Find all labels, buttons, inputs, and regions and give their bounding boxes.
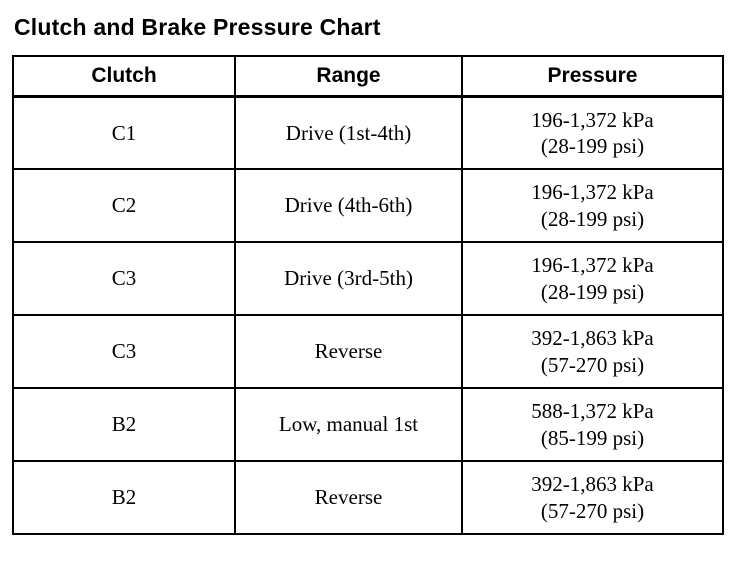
column-header-pressure: Pressure <box>461 55 724 98</box>
cell-pressure: 392-1,863 kPa (57-270 psi) <box>461 460 724 535</box>
table-row: C3 Reverse 392-1,863 kPa (57-270 psi) <box>12 314 724 389</box>
cell-clutch: C3 <box>12 241 236 316</box>
pressure-kpa: 196-1,372 kPa <box>531 107 654 132</box>
cell-range: Drive (4th-6th) <box>234 168 463 243</box>
cell-pressure: 196-1,372 kPa (28-199 psi) <box>461 168 724 243</box>
page-title: Clutch and Brake Pressure Chart <box>14 14 381 40</box>
pressure-psi: (28-199 psi) <box>540 279 645 304</box>
table-row: B2 Low, manual 1st 588-1,372 kPa (85-199… <box>12 387 724 462</box>
cell-pressure: 196-1,372 kPa (28-199 psi) <box>461 95 724 170</box>
table-row: B2 Reverse 392-1,863 kPa (57-270 psi) <box>12 460 724 535</box>
column-header-clutch: Clutch <box>12 55 236 98</box>
cell-clutch: C1 <box>12 95 236 170</box>
cell-range: Reverse <box>234 460 463 535</box>
pressure-kpa: 588-1,372 kPa <box>531 399 654 424</box>
cell-clutch: B2 <box>12 460 236 535</box>
cell-range: Reverse <box>234 314 463 389</box>
pressure-kpa: 196-1,372 kPa <box>531 180 654 205</box>
pressure-kpa: 392-1,863 kPa <box>531 472 654 497</box>
pressure-psi: (57-270 psi) <box>540 498 645 523</box>
cell-clutch: C3 <box>12 314 236 389</box>
column-header-range: Range <box>234 55 463 98</box>
cell-clutch: B2 <box>12 387 236 462</box>
pressure-psi: (28-199 psi) <box>540 133 645 158</box>
cell-range: Low, manual 1st <box>234 387 463 462</box>
cell-pressure: 392-1,863 kPa (57-270 psi) <box>461 314 724 389</box>
pressure-kpa: 392-1,863 kPa <box>531 326 654 351</box>
table-row: C2 Drive (4th-6th) 196-1,372 kPa (28-199… <box>12 168 724 243</box>
pressure-table: Clutch Range Pressure C1 Drive (1st-4th)… <box>12 55 724 535</box>
cell-pressure: 588-1,372 kPa (85-199 psi) <box>461 387 724 462</box>
table-row: C1 Drive (1st-4th) 196-1,372 kPa (28-199… <box>12 95 724 170</box>
pressure-psi: (28-199 psi) <box>540 206 645 231</box>
cell-clutch: C2 <box>12 168 236 243</box>
table-header-row: Clutch Range Pressure <box>12 55 724 98</box>
table-row: C3 Drive (3rd-5th) 196-1,372 kPa (28-199… <box>12 241 724 316</box>
pressure-kpa: 196-1,372 kPa <box>531 253 654 278</box>
cell-range: Drive (1st-4th) <box>234 95 463 170</box>
pressure-psi: (85-199 psi) <box>540 425 645 450</box>
pressure-psi: (57-270 psi) <box>540 352 645 377</box>
cell-range: Drive (3rd-5th) <box>234 241 463 316</box>
document-page: Clutch and Brake Pressure Chart Clutch R… <box>12 14 724 535</box>
cell-pressure: 196-1,372 kPa (28-199 psi) <box>461 241 724 316</box>
